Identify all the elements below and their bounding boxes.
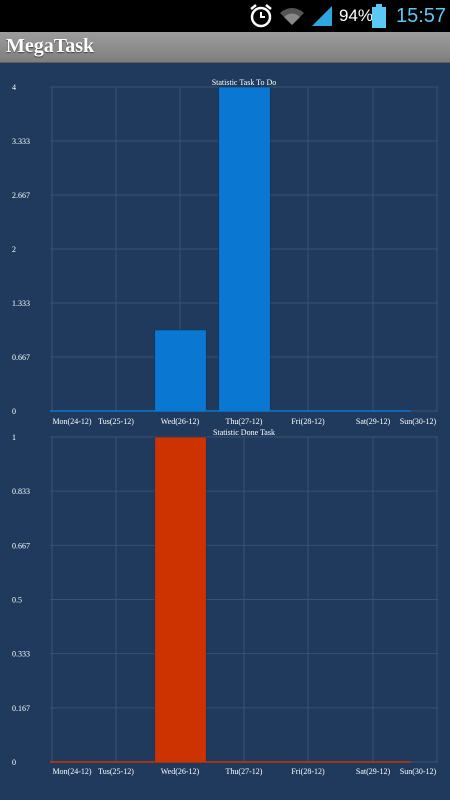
done-y-tick-label: 1: [12, 433, 16, 442]
done-y-tick-label: 0.167: [12, 704, 30, 713]
done-y-tick-label: 0.833: [12, 487, 30, 496]
app-title-bar: MegaTask: [0, 32, 450, 63]
todo-bar-Thu(27-12): [218, 86, 271, 412]
done-x-tick-label: Wed(26-12): [161, 767, 200, 776]
todo-chart-title: Statistic Task To Do: [212, 78, 277, 87]
todo-x-tick-label: Mon(24-12): [52, 417, 91, 426]
done-chart-title: Statistic Done Task: [213, 428, 275, 437]
done-y-tick-label: 0.5: [12, 596, 22, 605]
status-bar: 94% 15:57: [0, 0, 450, 32]
wifi-icon: [278, 0, 308, 32]
done-x-tick-label: Sat(29-12): [356, 767, 391, 776]
battery-icon: [372, 0, 390, 32]
signal-icon: [310, 0, 336, 32]
done-bar-Wed(26-12): [154, 436, 207, 763]
todo-bar-Wed(26-12): [154, 329, 207, 412]
todo-x-tick-label: Thu(27-12): [226, 417, 263, 426]
todo-y-tick-label: 3.333: [12, 137, 30, 146]
done-x-tick-label: Sun(30-12): [400, 767, 437, 776]
todo-y-tick-label: 1.333: [12, 299, 30, 308]
done-x-tick-label: Thu(27-12): [226, 767, 263, 776]
todo-y-tick-label: 0.667: [12, 353, 30, 362]
app-title: MegaTask: [6, 35, 95, 57]
todo-x-tick-label: Sun(30-12): [400, 417, 437, 426]
done-x-tick-label: Fri(28-12): [291, 767, 325, 776]
todo-x-tick-label: Wed(26-12): [161, 417, 200, 426]
done-x-tick-label: Tus(25-12): [98, 767, 134, 776]
done-y-tick-label: 0.667: [12, 541, 30, 550]
done-chart: Statistic Done Task 0 0.167 0.333 0.5 0.667 0.…: [12, 428, 438, 776]
todo-x-tick-label: Fri(28-12): [291, 417, 325, 426]
status-clock: 15:57: [396, 4, 447, 27]
alarm-icon: [248, 0, 276, 32]
todo-x-tick-label: Tus(25-12): [98, 417, 134, 426]
battery-percent: 94%: [339, 6, 374, 25]
todo-y-tick-label: 0: [12, 407, 16, 416]
done-y-tick-label: 0.333: [12, 650, 30, 659]
todo-y-tick-label: 2.667: [12, 191, 30, 200]
done-y-tick-label: 0: [12, 758, 16, 767]
todo-x-tick-label: Sat(29-12): [356, 417, 391, 426]
todo-y-tick-label: 4: [12, 83, 16, 92]
todo-chart: Statistic Task To Do 0 0.667 1.333 2 2.667 3.3…: [12, 78, 438, 426]
done-x-tick-label: Mon(24-12): [52, 767, 91, 776]
todo-y-tick-label: 2: [12, 245, 16, 254]
